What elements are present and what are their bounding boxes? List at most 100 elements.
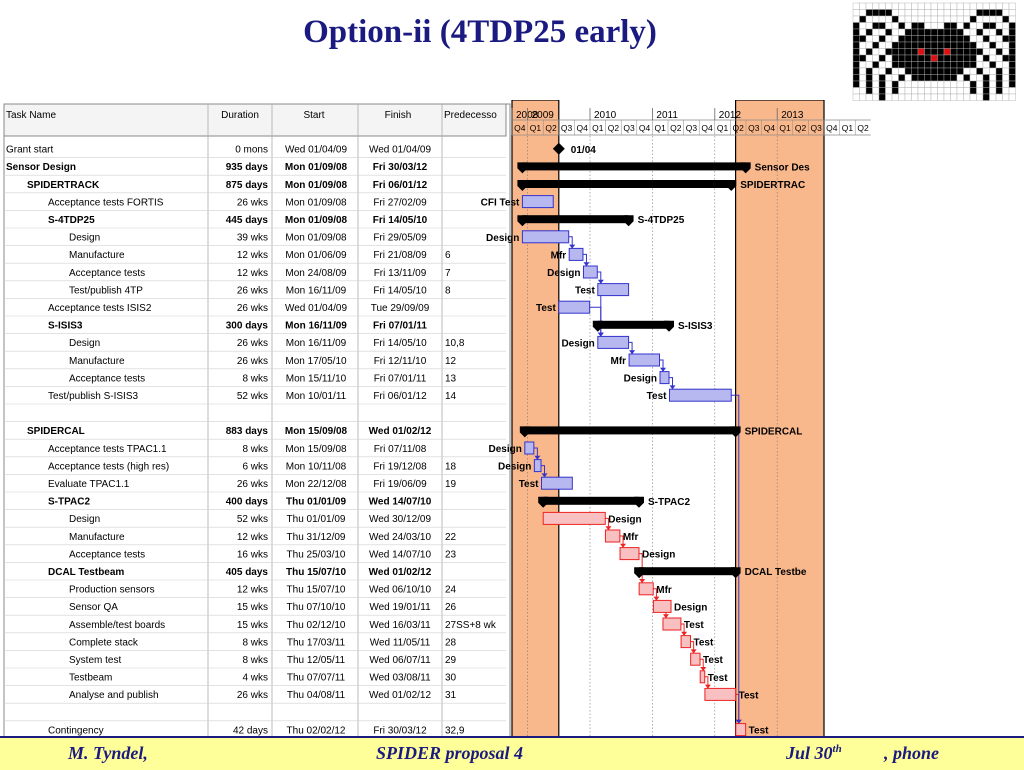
task-start: Mon 15/09/08 bbox=[285, 444, 347, 455]
spider-pixel bbox=[891, 41, 899, 49]
spider-pixel bbox=[943, 41, 951, 49]
summary-bar bbox=[524, 426, 736, 435]
spider-pixel bbox=[1002, 35, 1010, 43]
summary-cap-end bbox=[623, 215, 634, 227]
spider-pixel bbox=[924, 80, 932, 88]
task-predecessors: 10,8 bbox=[445, 338, 465, 349]
quarter-label: Q2 bbox=[608, 123, 620, 133]
task-finish: Fri 29/05/09 bbox=[373, 233, 427, 244]
spider-pixel bbox=[852, 2, 860, 10]
spider-pixel bbox=[898, 15, 906, 23]
task-bar bbox=[568, 247, 584, 261]
summary-cap-start bbox=[517, 215, 528, 227]
spider-pixel bbox=[963, 9, 971, 17]
spider-pixel bbox=[956, 35, 964, 43]
task-predecessors: 19 bbox=[445, 479, 457, 490]
spider-pixel bbox=[982, 67, 990, 75]
spider-pixel bbox=[943, 48, 951, 56]
dependency-arrow bbox=[660, 367, 667, 372]
task-start: Thu 25/03/10 bbox=[287, 549, 346, 560]
summary-bar bbox=[522, 215, 629, 224]
spider-pixel bbox=[924, 61, 932, 69]
spider-pixel bbox=[885, 61, 893, 69]
task-bar bbox=[533, 459, 542, 473]
spider-pixel bbox=[878, 54, 886, 62]
spider-pixel bbox=[1008, 93, 1016, 101]
spider-pixel bbox=[930, 2, 938, 10]
dependency-arrow bbox=[700, 667, 707, 671]
task-name: Manufacture bbox=[69, 356, 125, 367]
highlight-band-1 bbox=[734, 100, 825, 736]
task-bar-label: Mfr bbox=[656, 585, 672, 596]
task-bar bbox=[597, 335, 630, 349]
spider-pixel bbox=[976, 61, 984, 69]
task-duration: 52 wks bbox=[237, 514, 268, 525]
spider-pixel bbox=[859, 61, 867, 69]
task-bar bbox=[597, 283, 630, 297]
task-predecessors: 31 bbox=[445, 690, 457, 701]
spider-pixel bbox=[956, 22, 964, 30]
task-finish: Wed 01/02/12 bbox=[369, 690, 432, 701]
spider-pixel bbox=[943, 15, 951, 23]
dependency-arrow bbox=[639, 579, 646, 583]
task-start: Thu 02/12/10 bbox=[287, 620, 346, 631]
spider-pixel bbox=[956, 9, 964, 17]
spider-pixel bbox=[930, 74, 938, 82]
spider-pixel bbox=[989, 74, 997, 82]
year-label: 2012 bbox=[719, 110, 742, 121]
spider-pixel bbox=[950, 67, 958, 75]
task-duration: 6 wks bbox=[242, 461, 268, 472]
spider-pixel bbox=[930, 54, 938, 62]
task-start: Thu 02/02/12 bbox=[287, 725, 346, 736]
dependency-arrow bbox=[597, 279, 604, 284]
task-duration: 8 wks bbox=[242, 655, 268, 666]
spider-pixel bbox=[872, 87, 880, 95]
task-table: Task Name Duration Start Finish Predecesso Gr… bbox=[3, 103, 511, 736]
summary-cap-end bbox=[730, 426, 741, 438]
task-start: Thu 04/08/11 bbox=[287, 690, 346, 701]
task-name: Acceptance tests bbox=[69, 268, 145, 279]
spider-pixel bbox=[963, 35, 971, 43]
footer-proposal: SPIDER proposal 4 bbox=[376, 743, 524, 763]
spider-grid bbox=[852, 2, 1016, 101]
spider-pixel bbox=[937, 48, 945, 56]
task-duration: 883 days bbox=[226, 426, 269, 437]
summary-label: SPIDERTRAC bbox=[740, 180, 805, 191]
task-name: Acceptance tests ISIS2 bbox=[48, 303, 152, 314]
spider-pixel bbox=[898, 54, 906, 62]
task-start: Mon 15/09/08 bbox=[285, 426, 348, 437]
task-duration: 26 wks bbox=[237, 285, 268, 296]
task-bar bbox=[638, 582, 654, 596]
task-name: Test/publish 4TP bbox=[69, 285, 143, 296]
task-bar bbox=[690, 652, 701, 666]
task-finish: Wed 06/10/10 bbox=[369, 585, 432, 596]
spider-pixel bbox=[898, 35, 906, 43]
task-finish: Wed 01/02/12 bbox=[369, 426, 432, 437]
spider-pixel bbox=[995, 54, 1003, 62]
task-bar-label: Mfr bbox=[551, 250, 567, 261]
quarter-label: Q4 bbox=[639, 123, 651, 133]
spider-pixel bbox=[891, 80, 899, 88]
task-finish: Wed 16/03/11 bbox=[369, 620, 431, 631]
spider-pixel bbox=[891, 9, 899, 17]
spider-pixel bbox=[1008, 9, 1016, 17]
spider-pixel bbox=[917, 15, 925, 23]
spider-pixel bbox=[995, 22, 1003, 30]
spider-pixel bbox=[976, 48, 984, 56]
task-name: Acceptance tests bbox=[69, 549, 145, 560]
dependency-arrow bbox=[653, 596, 660, 601]
summary-cap-start bbox=[592, 320, 603, 332]
spider-pixel bbox=[963, 48, 971, 56]
spider-pixel bbox=[878, 48, 886, 56]
task-name: Design bbox=[69, 514, 100, 525]
spider-pixel bbox=[872, 15, 880, 23]
spider-pixel bbox=[989, 48, 997, 56]
spider-pixel bbox=[1008, 67, 1016, 75]
task-duration: 12 wks bbox=[237, 532, 268, 543]
task-start: Mon 01/09/08 bbox=[285, 197, 347, 208]
spider-pixel bbox=[950, 74, 958, 82]
quarter-label: Q1 bbox=[530, 123, 542, 133]
spider-pixel bbox=[937, 22, 945, 30]
task-duration: 26 wks bbox=[237, 338, 268, 349]
spider-pixel bbox=[995, 35, 1003, 43]
